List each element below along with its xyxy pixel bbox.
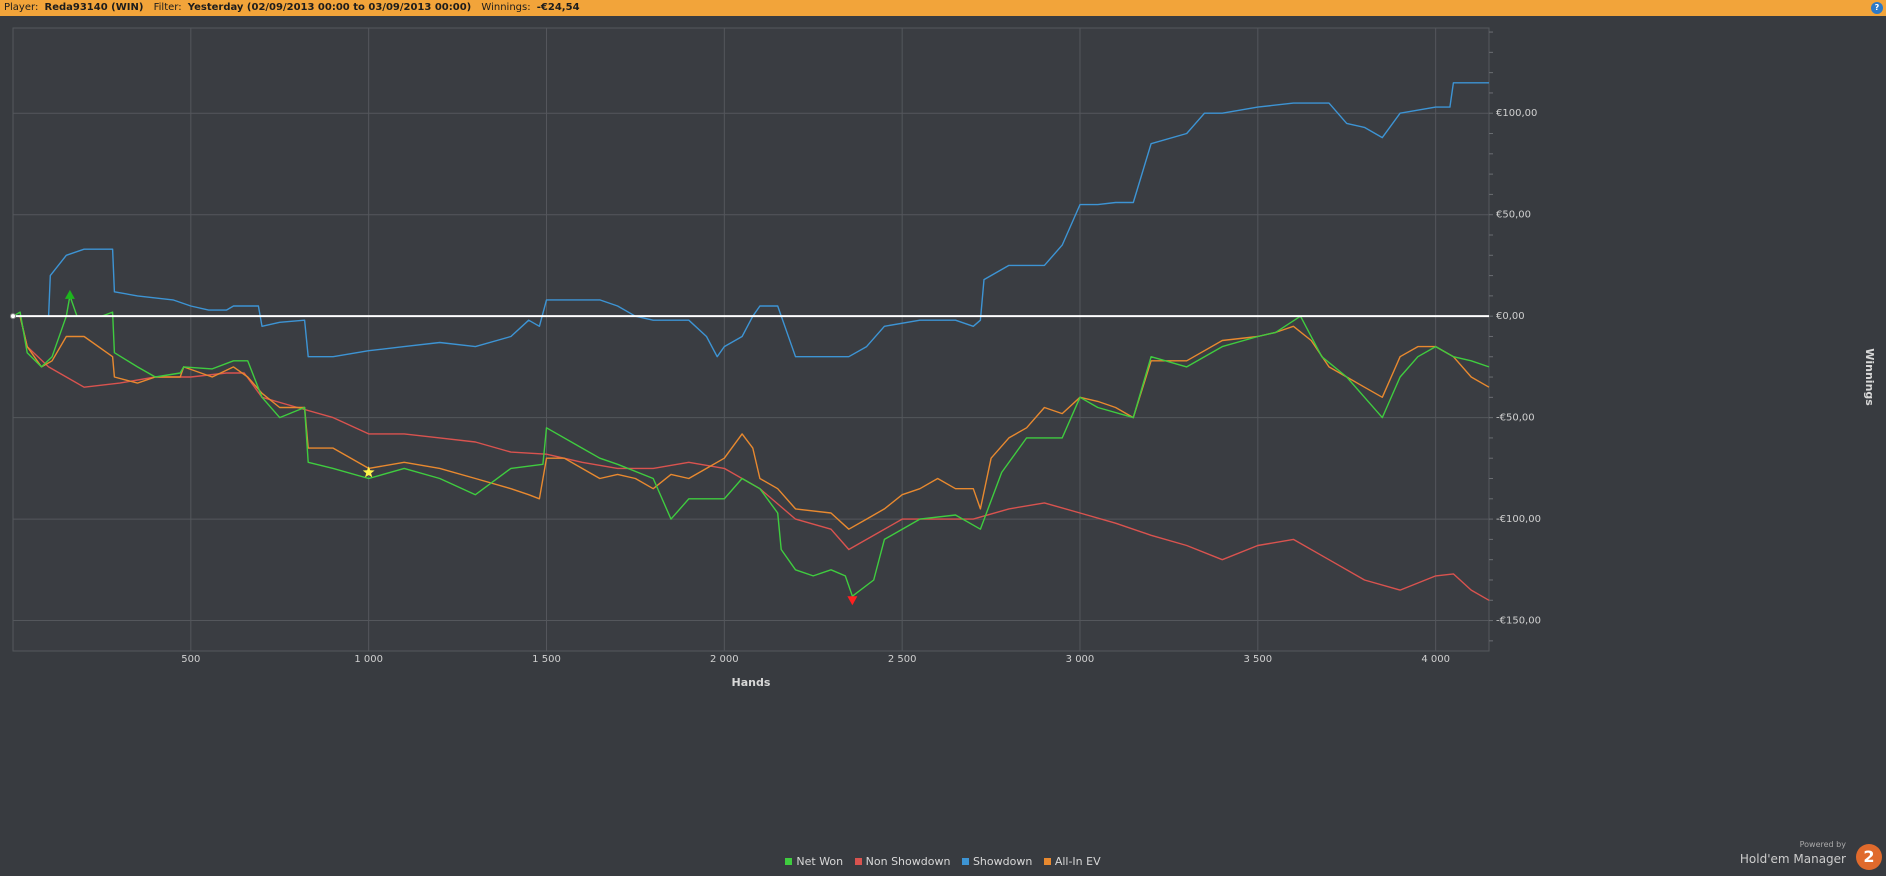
x-tick-label: 2 000 <box>710 654 739 665</box>
y-axis-title: Winnings <box>1863 348 1876 406</box>
x-tick-label: 3 500 <box>1243 654 1272 665</box>
star-marker-icon <box>362 466 375 478</box>
help-icon[interactable]: ? <box>1871 2 1883 14</box>
non-showdown-swatch <box>854 858 862 865</box>
winnings-value: -€24,54 <box>536 2 580 13</box>
legend-label: Non Showdown <box>865 855 951 868</box>
legend-label: Net Won <box>796 855 844 868</box>
legend-item-showdown[interactable]: Showdown <box>961 855 1033 868</box>
legend-item-net-won[interactable]: Net Won <box>785 855 843 868</box>
y-tick-label: -€150,00 <box>1496 616 1541 627</box>
player-label: Player: <box>4 2 39 13</box>
x-tick-label: 500 <box>181 654 200 665</box>
y-tick-label: -€100,00 <box>1496 514 1541 525</box>
report-header: Player: Reda93140 (WIN) Filter: Yesterda… <box>0 0 1886 16</box>
hem2-logo-icon: 2 <box>1856 844 1882 870</box>
start-point <box>10 313 16 320</box>
y-tick-label: -€50,00 <box>1496 413 1535 424</box>
legend-item-all-in-ev[interactable]: All-In EV <box>1043 855 1101 868</box>
powered-by-text: Powered by <box>1799 840 1846 849</box>
series-line-non-showdown <box>13 315 1490 601</box>
product-name: Hold'em Manager <box>1739 852 1846 866</box>
series-line-all-in-ev <box>13 315 1490 530</box>
max-marker-icon <box>64 289 75 299</box>
net-won-swatch <box>785 858 793 865</box>
filter-value: Yesterday (02/09/2013 00:00 to 03/09/201… <box>187 2 472 13</box>
x-tick-label: 1 000 <box>354 654 383 665</box>
chart-legend: Net Won Non Showdown Showdown All-In EV <box>0 855 1886 868</box>
min-marker-icon <box>847 596 858 606</box>
x-tick-label: 3 000 <box>1066 654 1095 665</box>
legend-label: Showdown <box>972 855 1033 868</box>
player-value: Reda93140 (WIN) <box>44 2 144 13</box>
filter-label: Filter: <box>153 2 182 13</box>
y-tick-label: €50,00 <box>1496 210 1531 221</box>
x-tick-label: 1 500 <box>532 654 561 665</box>
series-line-showdown <box>13 82 1489 358</box>
legend-label: All-In EV <box>1054 855 1101 868</box>
plot-area <box>12 27 1490 652</box>
x-axis-title: Hands <box>732 676 771 689</box>
winnings-label: Winnings: <box>481 2 531 13</box>
series-line-net-won <box>12 295 1490 597</box>
showdown-swatch <box>961 858 969 865</box>
all-in-ev-swatch <box>1043 858 1051 865</box>
legend-item-non-showdown[interactable]: Non Showdown <box>854 855 951 868</box>
x-tick-label: 2 500 <box>888 654 917 665</box>
x-tick-label: 4 000 <box>1421 654 1450 665</box>
y-tick-label: €100,00 <box>1496 108 1537 119</box>
y-tick-label: €0,00 <box>1496 311 1525 322</box>
